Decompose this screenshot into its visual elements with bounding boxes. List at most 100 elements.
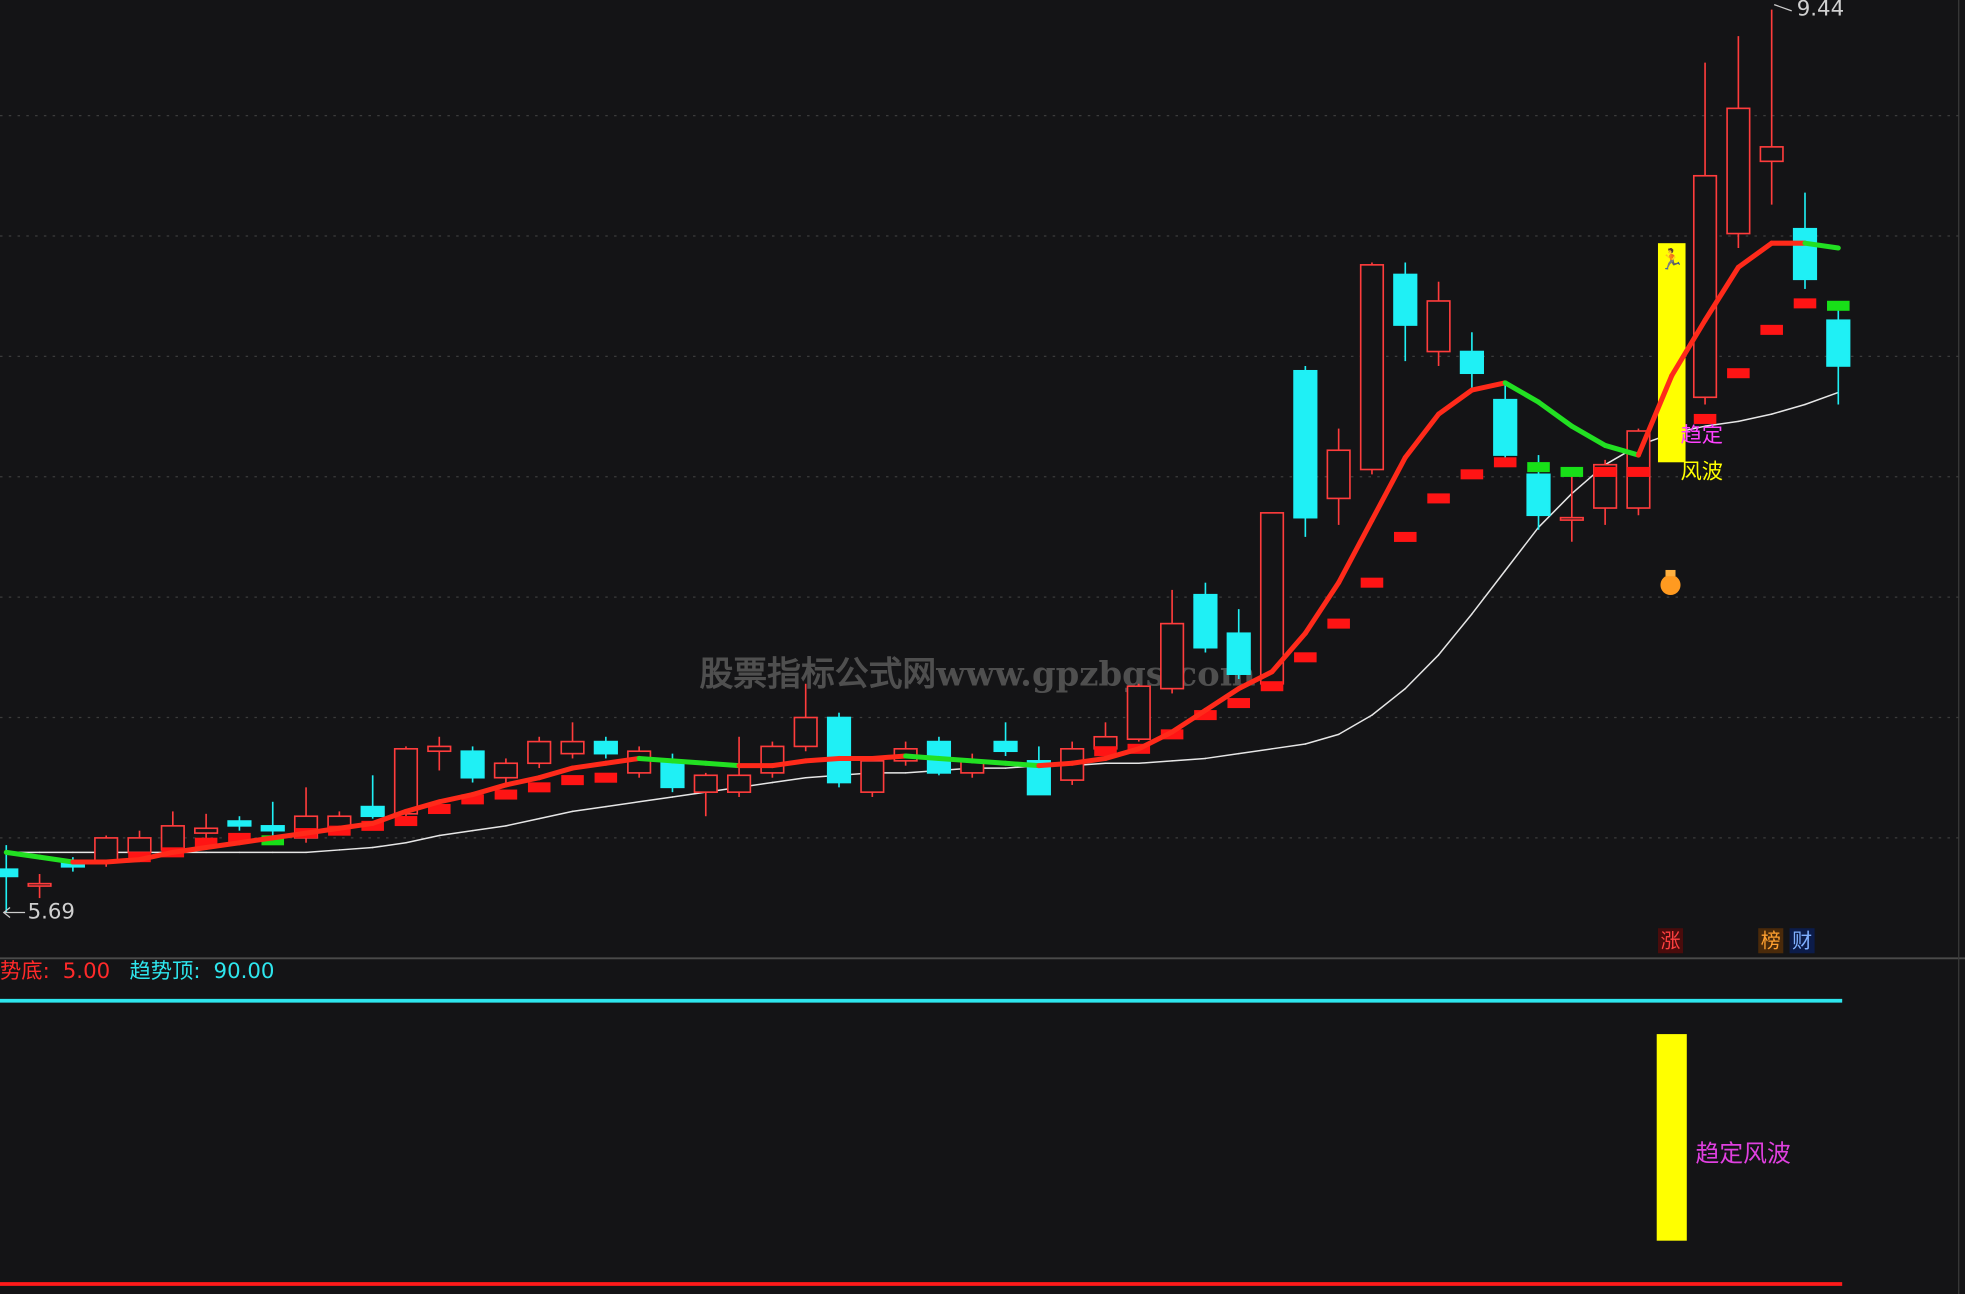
ma-line-segment — [1036, 760, 1075, 769]
ma-line-segment — [1502, 380, 1542, 405]
ma-line-segment — [1202, 686, 1242, 713]
candle-body — [860, 760, 885, 793]
ma-line-segment — [1471, 569, 1506, 615]
badge-bg — [1789, 928, 1815, 954]
candle-body — [1126, 685, 1151, 740]
ma-line-segment — [869, 753, 909, 761]
trend-block — [1393, 531, 1417, 542]
ma-line-segment — [571, 805, 607, 813]
badge: 涨 — [1657, 928, 1684, 954]
trend-block — [1360, 577, 1384, 588]
legend-name: 势底: — [0, 959, 50, 984]
ma-line-segment — [1404, 654, 1440, 690]
candle-body — [1792, 227, 1818, 281]
ma-line-segment — [638, 796, 674, 803]
trend-block — [561, 775, 584, 786]
candle-body — [393, 747, 419, 815]
ma-line-segment — [570, 760, 609, 771]
badge-bg — [1758, 928, 1784, 954]
ma-line-segment — [305, 849, 341, 854]
ma-line-segment — [969, 758, 1009, 766]
candle-body — [1726, 107, 1751, 235]
trend-block — [1627, 466, 1650, 477]
ma-line-segment — [1437, 613, 1473, 656]
ma-line-segment — [1237, 748, 1273, 755]
trend-block — [1194, 710, 1217, 721]
candle-body — [560, 740, 585, 755]
ma-line-segment — [703, 760, 742, 769]
ma-line-segment — [1669, 317, 1708, 379]
candle-body — [993, 740, 1018, 753]
candle-body — [660, 762, 685, 789]
ma-line-segment — [136, 849, 176, 863]
ma-line-segment — [303, 825, 342, 836]
candle-body — [1692, 174, 1718, 399]
icon-shape — [1660, 574, 1681, 596]
ma-line-segment — [436, 792, 476, 805]
icon-shape — [1665, 569, 1676, 577]
candle-body — [493, 762, 519, 779]
ma-line-segment — [1369, 454, 1408, 523]
ma-line-segment — [1436, 387, 1475, 417]
ma-line-segment — [103, 857, 143, 865]
ma-line-segment — [803, 755, 842, 764]
ma-line-segment — [1537, 492, 1573, 529]
ma-line-segment — [605, 801, 640, 808]
badge-bg — [1657, 928, 1684, 954]
candle-body — [427, 745, 452, 753]
ma-line-segment — [1735, 240, 1775, 270]
trend-block — [1827, 300, 1850, 311]
candle-body — [826, 716, 852, 784]
ma-line-segment — [636, 755, 675, 764]
trend-block — [1760, 324, 1783, 335]
ma-line-segment — [1271, 743, 1307, 750]
ma-line-segment — [1336, 517, 1375, 586]
candle-body — [0, 868, 19, 878]
trend-block — [1460, 469, 1484, 480]
candle-body — [1259, 512, 1285, 685]
ma-line-segment — [1304, 733, 1340, 745]
ma-line-segment — [1536, 399, 1575, 429]
signal-text: 趋定 — [1681, 423, 1724, 448]
ma-line-segment — [471, 825, 507, 832]
candle-body — [1293, 369, 1318, 519]
high-arrow — [1773, 4, 1792, 12]
candle-body — [760, 745, 785, 774]
signal-bar — [1657, 243, 1686, 463]
ma-line-segment — [1702, 264, 1741, 323]
candle-body — [1459, 350, 1484, 375]
ma-line-segment — [1802, 240, 1841, 251]
ma-line-segment — [903, 753, 942, 761]
ma-line-segment — [1469, 380, 1508, 393]
ma-line-segment — [1302, 580, 1342, 636]
candle-body — [1426, 300, 1451, 353]
ma-line-segment — [1635, 373, 1675, 458]
ma-line-segment — [1269, 630, 1308, 675]
ma-line-segment — [771, 776, 807, 784]
ma-line-segment — [3, 849, 43, 860]
ma-line-segment — [669, 758, 709, 766]
ma-line-segment — [470, 782, 509, 798]
signal-icon: 🏃 — [1659, 247, 1684, 271]
ma-line-segment — [1138, 760, 1173, 765]
ma-line-segment — [1069, 755, 1108, 766]
ma-line-segment — [370, 808, 409, 826]
candle-body — [360, 805, 385, 818]
ma-line-segment — [338, 846, 374, 851]
ma-line-segment — [1236, 669, 1275, 692]
candle-body — [1826, 319, 1851, 367]
moneybag-icon — [1660, 569, 1681, 596]
candle-body — [94, 837, 119, 863]
ma-line-segment — [1169, 707, 1208, 735]
candle-body — [693, 774, 718, 793]
ma-line-segment — [1569, 423, 1608, 448]
candle-body — [527, 740, 552, 765]
trend-block — [1727, 368, 1750, 379]
badge: 榜 — [1758, 928, 1784, 954]
trend-block — [1260, 681, 1284, 692]
trend-block — [1094, 746, 1117, 757]
candle-body — [1759, 146, 1784, 163]
candle-body — [1226, 632, 1251, 675]
